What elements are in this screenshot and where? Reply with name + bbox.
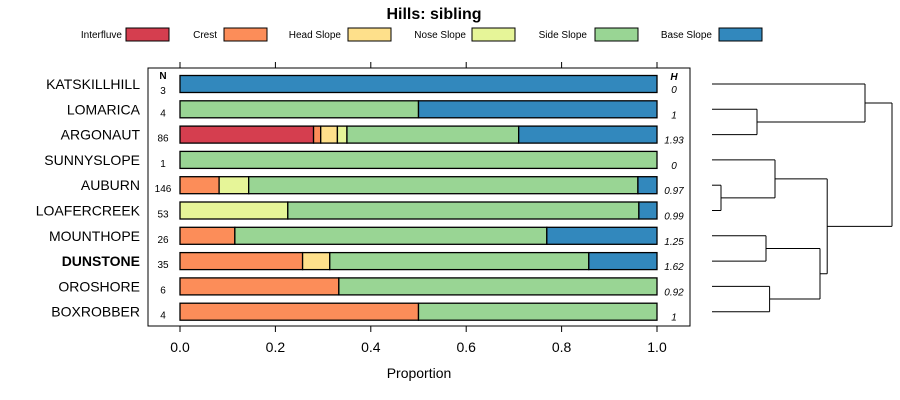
bar-segment <box>546 226 658 245</box>
bar-segment <box>638 201 658 220</box>
row-h-value: 0.92 <box>664 287 684 298</box>
legend-swatch <box>125 27 170 42</box>
bar-segment <box>234 226 548 245</box>
row-n-value: 3 <box>160 86 166 97</box>
bar-segment <box>417 302 658 321</box>
x-axis-title: Proportion <box>387 365 452 381</box>
legend-swatch <box>594 27 639 42</box>
row-h-value: 1 <box>671 313 677 324</box>
row-n-value: 1 <box>160 159 166 170</box>
x-tick-label: 0.0 <box>170 339 190 355</box>
legend-swatch <box>718 27 763 42</box>
dendrogram <box>712 83 893 313</box>
row-label: SUNNYSLOPE <box>44 152 140 168</box>
bar-segment <box>329 251 590 271</box>
row-n-value: 4 <box>160 311 166 322</box>
bar-segment <box>179 100 420 119</box>
bar-segment <box>417 100 658 119</box>
row-h-value: 0 <box>671 161 677 172</box>
row-label: DUNSTONE <box>62 253 140 269</box>
bar-segment <box>301 251 331 271</box>
bar-segment <box>179 125 315 144</box>
row-h-value: 0.99 <box>664 212 684 223</box>
row-h-value: 1.25 <box>664 237 684 248</box>
row-n-value: 53 <box>157 210 169 221</box>
x-tick-label: 0.6 <box>456 339 476 355</box>
x-tick-label: 0.4 <box>361 339 381 355</box>
row-label: BOXROBBER <box>51 304 140 320</box>
row-n-value: 6 <box>160 285 166 296</box>
bar-segment <box>346 125 520 144</box>
panel-border <box>147 67 691 327</box>
h-header: H <box>670 72 678 83</box>
bar-segment <box>179 302 420 321</box>
n-header: N <box>159 71 166 82</box>
row-n-value: 4 <box>160 108 166 119</box>
row-label: OROSHORE <box>58 278 140 294</box>
bar-segment <box>588 251 658 271</box>
row-label: LOMARICA <box>67 101 141 117</box>
row-h-value: 1.93 <box>664 136 684 147</box>
x-tick-label: 1.0 <box>647 339 667 355</box>
bar-segment <box>179 251 304 271</box>
plot-panel: 0.0 0.2 0.4 0.6 0.8 1.0 N H KATSKILLHILL 3 0 LOMARI… <box>36 62 691 355</box>
bar-segment <box>179 74 658 94</box>
row-label: LOAFERCREEK <box>36 203 141 219</box>
bar-segment <box>338 277 658 296</box>
bar-segment <box>179 201 289 220</box>
row-label: KATSKILLHILL <box>46 76 140 92</box>
x-tick-label: 0.2 <box>266 339 286 355</box>
bar-segment <box>179 150 658 170</box>
row-n-value: 35 <box>157 260 169 271</box>
row-n-value: 146 <box>155 184 172 195</box>
legend-label: Side Slope <box>539 30 588 41</box>
chart-title: Hills: sibling <box>386 6 481 23</box>
legend-swatch <box>223 27 268 42</box>
legend-label: Base Slope <box>661 30 713 41</box>
legend-label: Interfluve <box>81 30 123 41</box>
bar-segment <box>312 125 322 144</box>
bar-segment <box>179 226 236 245</box>
row-h-value: 0.97 <box>664 186 684 197</box>
row-h-value: 1.62 <box>664 262 684 273</box>
bar-segment <box>320 125 339 144</box>
legend-label: Nose Slope <box>414 30 466 41</box>
row-label: MOUNTHOPE <box>49 228 140 244</box>
row-label: ARGONAUT <box>61 127 141 143</box>
row-label: AUBURN <box>81 177 140 193</box>
bar-segment <box>248 176 639 195</box>
legend: Interfluve Crest Head Slope Nose Slope Side … <box>81 27 763 42</box>
legend-label: Head Slope <box>289 30 342 41</box>
bar-segment <box>336 125 348 144</box>
row-n-value: 26 <box>157 235 169 246</box>
legend-swatch <box>471 27 516 42</box>
bar-segment <box>179 176 220 195</box>
legend-swatch <box>347 27 392 42</box>
bar-segment <box>518 125 658 144</box>
row-h-value: 1 <box>671 110 677 121</box>
legend-label: Crest <box>193 30 217 41</box>
x-tick-label: 0.8 <box>552 339 572 355</box>
row-n-value: 86 <box>157 134 169 145</box>
bar-segment <box>179 277 340 296</box>
bar-segment <box>218 176 250 195</box>
row-h-value: 0 <box>671 85 677 96</box>
bar-segment <box>287 201 640 220</box>
bar-segment <box>637 176 658 195</box>
